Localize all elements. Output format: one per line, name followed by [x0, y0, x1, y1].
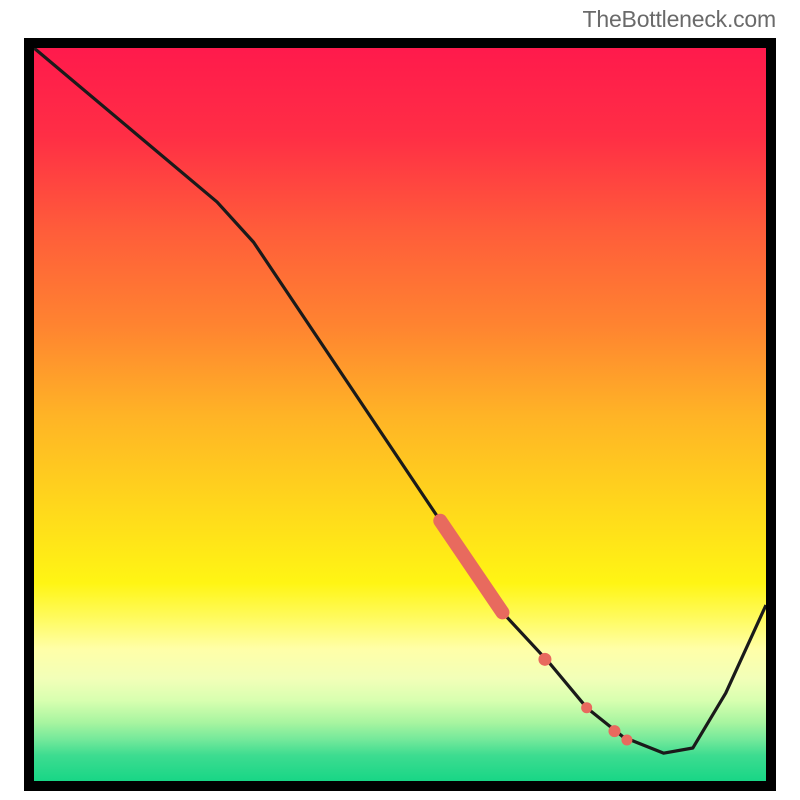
- marker-dot: [608, 725, 620, 737]
- marker-segment: [440, 521, 502, 613]
- bottleneck-chart: [24, 38, 776, 791]
- chart-plot-area: [34, 48, 766, 781]
- data-markers: [34, 48, 766, 781]
- marker-dot: [581, 702, 592, 713]
- marker-dot: [621, 734, 632, 745]
- watermark-text: TheBottleneck.com: [583, 6, 776, 33]
- marker-dot: [538, 653, 551, 666]
